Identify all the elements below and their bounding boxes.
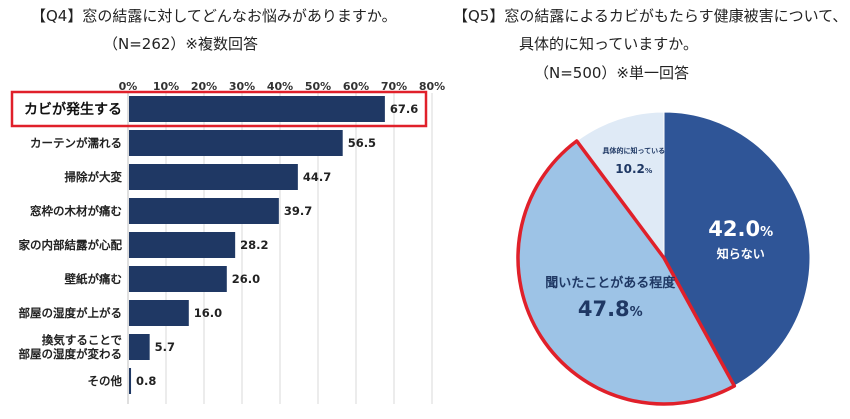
category-label: カビが発生する bbox=[24, 101, 122, 118]
pie-slice-label: 具体的に知っている bbox=[601, 146, 665, 155]
category-label: 窓枠の木材が痛む bbox=[30, 204, 122, 218]
data-label: 0.8 bbox=[136, 374, 156, 388]
data-label: 28.2 bbox=[240, 238, 268, 252]
category-label: 家の内部結露が心配 bbox=[19, 238, 123, 252]
highlight-outline bbox=[516, 139, 737, 406]
highlight-box bbox=[10, 90, 428, 128]
q5-title: 【Q5】窓の結露によるカビがもたらす健康被害について、 bbox=[453, 7, 848, 25]
bar bbox=[129, 96, 385, 122]
data-label: 44.7 bbox=[303, 170, 331, 184]
x-tick-label: 80% bbox=[419, 80, 445, 93]
data-label: 67.6 bbox=[390, 102, 418, 116]
x-tick-label: 60% bbox=[343, 80, 369, 93]
category-label: その他 bbox=[88, 374, 123, 388]
x-tick-label: 50% bbox=[305, 80, 331, 93]
bar bbox=[129, 232, 236, 258]
q4-subtitle: （N=262）※複数回答 bbox=[103, 35, 258, 53]
bar bbox=[129, 198, 279, 224]
pie-value-label: 10.2% bbox=[615, 162, 653, 176]
data-label: 5.7 bbox=[155, 340, 175, 354]
data-label: 39.7 bbox=[284, 204, 312, 218]
category-label: 壁紙が痛む bbox=[65, 272, 123, 286]
data-label: 56.5 bbox=[348, 136, 376, 150]
x-tick-label: 40% bbox=[267, 80, 293, 93]
q4-title: 【Q4】窓の結露に対してどんなお悩みがありますか。 bbox=[31, 7, 397, 25]
x-tick-label: 10% bbox=[153, 80, 179, 93]
data-label: 16.0 bbox=[194, 306, 222, 320]
pie-slice bbox=[663, 111, 811, 387]
q5-title-line2: 具体的に知っていますか。 bbox=[519, 35, 698, 53]
pie-slice-label: 知らない bbox=[716, 246, 765, 261]
pie-slice-label: 聞いたことがある程度 bbox=[545, 275, 676, 291]
bar bbox=[129, 164, 298, 190]
category-label: 換気することで部屋の湿度が変わる bbox=[19, 333, 123, 361]
category-label: 部屋の湿度が上がる bbox=[19, 306, 123, 320]
data-label: 26.0 bbox=[232, 272, 260, 286]
category-label: 掃除が大変 bbox=[65, 170, 123, 184]
bar bbox=[129, 266, 227, 292]
pie-slice bbox=[576, 111, 665, 260]
bar bbox=[129, 334, 150, 360]
category-label: カーテンが濡れる bbox=[30, 136, 122, 150]
x-tick-label: 30% bbox=[229, 80, 255, 93]
bar bbox=[129, 300, 189, 326]
x-tick-label: 0% bbox=[119, 80, 138, 93]
bar bbox=[129, 368, 132, 394]
x-tick-label: 70% bbox=[381, 80, 407, 93]
bar bbox=[129, 130, 343, 156]
q5-subtitle: （N=500）※単一回答 bbox=[534, 64, 689, 82]
x-tick-label: 20% bbox=[191, 80, 217, 93]
